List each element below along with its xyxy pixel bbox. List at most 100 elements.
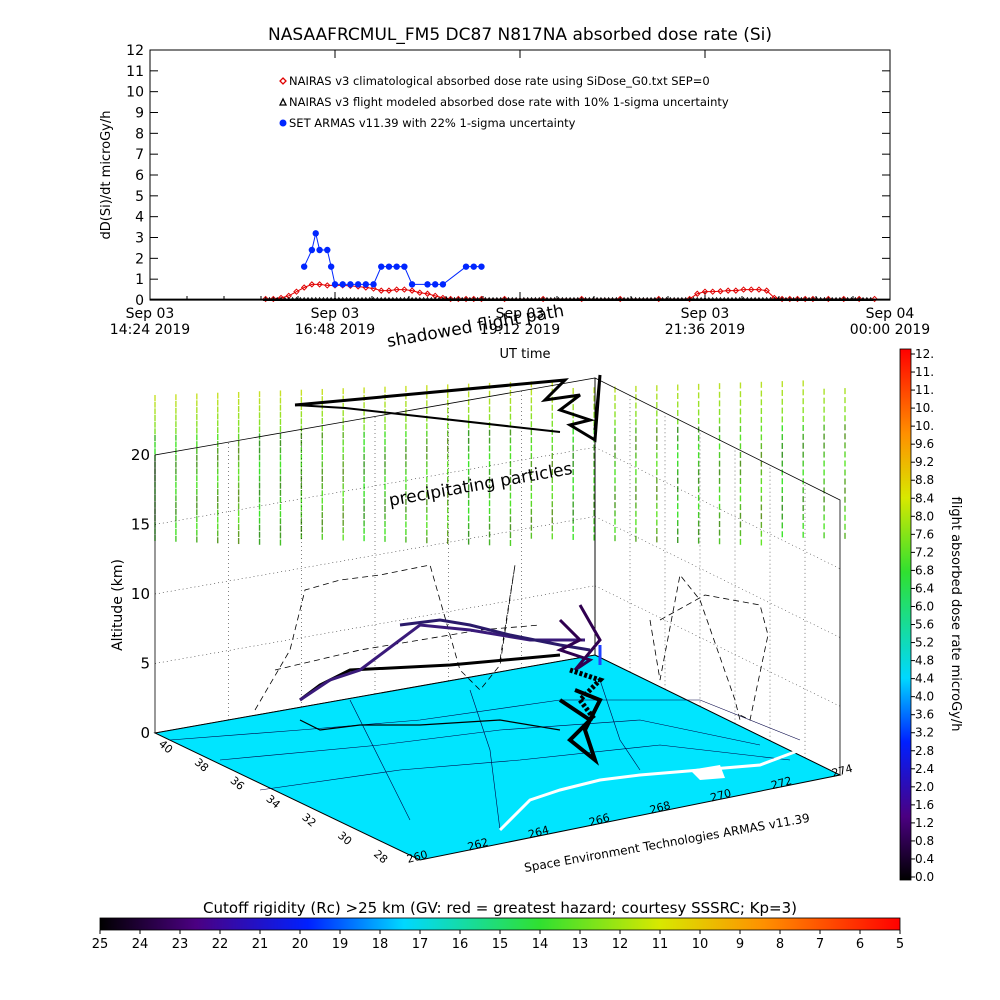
top-series-marker-triangle [332,296,338,301]
cutoff-rigidity-tick-label: 8 [776,937,784,952]
top-series-marker-triangle [790,296,797,301]
top-series-marker-triangle [667,296,674,301]
top-series-marker-diamond [539,295,547,303]
top-series-marker-triangle [833,296,839,301]
top-series-marker-diamond [293,288,300,295]
dose-rate-colorbar-fill [899,348,912,881]
dose-rate-colorbar-tick-label: 3.6 [915,708,934,722]
altitude-tick-label: 5 [140,655,150,673]
top-series-marker-triangle [848,296,855,301]
top-series-marker-circle [462,263,470,270]
top-x-tick-label-time: 21:36 2019 [665,322,745,338]
top-series-marker-triangle [760,296,766,301]
dose-rate-colorbar-tick-label: 2.8 [915,744,934,758]
top-series-marker-diamond [755,286,763,293]
top-series-marker-triangle [702,296,708,301]
dose-rate-colorbar: 0.0 0.4 0.8 1.2 1.6 2.0 2.4 2.8 3.2 3.6 4.0 4.4 4.8 5… [899,347,963,884]
top-series-marker-triangle [794,296,801,301]
cutoff-rigidity-tick-label: 18 [372,937,389,952]
wall-projections [254,564,769,721]
top-series-marker-triangle [262,296,269,301]
top-series-marker-triangle [428,296,435,301]
dose-rate-colorbar-tick-label: 7.6 [915,527,934,541]
top-y-tick-label: 1 [135,272,144,288]
top-series-marker-triangle [602,296,608,301]
top-series-marker-triangle [309,296,315,301]
top-series-marker-triangle [567,296,573,301]
top-series-marker-triangle [763,296,770,301]
top-series-marker-triangle [590,296,596,301]
top-series-marker-triangle [459,296,465,301]
dose-rate-colorbar-tick-label: 10. [915,401,934,415]
dose-rate-colorbar-tick-label: 5.2 [915,636,934,650]
particle-field [154,380,846,546]
top-series-marker-triangle [679,296,685,301]
top-series-marker-triangle [409,296,415,301]
longitude-tick-label: 270 [709,786,733,804]
top-series-marker-circle [316,246,323,254]
top-x-tick-label-time: 19:12 2019 [480,322,560,338]
top-series-marker-triangle [817,296,824,301]
top-series-marker-circle [354,281,362,288]
top-series-marker-triangle [740,296,747,301]
legend-marker-circle [279,119,287,127]
top-series-marker-triangle [798,296,805,301]
top-series-marker-triangle [297,296,304,301]
top-series-marker-triangle [417,296,423,301]
top-series-marker-triangle [717,296,724,301]
wall-grid-line [594,516,841,638]
top-series-marker-circle [308,246,316,254]
top-series-marker-circle [300,263,308,270]
latitude-tick-label: 36 [228,774,247,793]
top-series-marker-triangle [324,296,331,301]
top-series-marker-triangle [644,296,650,301]
top-series-marker-triangle [748,296,754,301]
top-series-marker-triangle [706,296,712,301]
top-series-marker-triangle [575,296,581,301]
cutoff-rigidity-tick-label: 19 [332,937,349,952]
top-y-tick-label: 4 [135,210,144,226]
top-series-marker-diamond [416,289,423,296]
top-series-marker-triangle [629,296,635,301]
wall-grid [154,390,841,758]
dose-rate-colorbar-tick-label: 12. [915,347,934,361]
top-series-marker-diamond [378,287,385,294]
top-series-marker-triangle [521,296,527,301]
top-series-marker-triangle [336,296,342,301]
top-series-marker-diamond [617,295,624,303]
top-series-marker-triangle [505,296,512,301]
top-series-marker-diamond [393,286,400,293]
top-y-tick-label: 0 [135,293,144,309]
top-series-marker-triangle [787,296,793,301]
top-x-tick-label-date: Sep 04 [866,306,915,322]
top-series-marker-diamond [686,295,693,303]
top-series-marker-triangle [363,296,369,301]
top-series-marker-diamond [809,295,817,303]
dose-rate-colorbar-tick-label: 6.8 [915,563,934,577]
top-series-marker-diamond [308,281,316,288]
top-series-marker-triangle [386,296,392,301]
dose-rate-colorbar-tick-label: 11. [915,383,934,397]
top-series-marker-triangle [540,296,546,301]
top-series-marker-diamond [709,288,716,295]
top-x-tick-label-time: 00:00 2019 [850,322,930,338]
cutoff-rigidity-tick-label: 13 [572,937,589,952]
cutoff-rigidity-tick-label: 6 [856,937,864,952]
top-series-marker-diamond [470,295,477,303]
top-series-marker-triangle [636,296,643,301]
top-series-marker-triangle [806,296,812,301]
longitude-tick-label: 264 [527,823,551,841]
legend-marker-diamond [279,77,287,85]
wall-grid-line [594,447,841,569]
top-series-marker-circle [312,230,319,237]
top-y-tick-label: 8 [135,126,144,142]
top-series-marker-triangle [632,296,639,301]
legend-entry: SET ARMAS v11.39 with 22% 1-sigma uncert… [289,116,576,130]
dose-rate-colorbar-tick-label: 4.0 [915,690,934,704]
cutoff-rigidity-tick-label: 21 [252,937,269,952]
top-series-marker-diamond [478,295,485,303]
ground-map-borders [169,679,801,832]
legend: NAIRAS v3 climatological absorbed dose r… [278,74,729,130]
cutoff-rigidity-tick-label: 7 [816,937,824,952]
